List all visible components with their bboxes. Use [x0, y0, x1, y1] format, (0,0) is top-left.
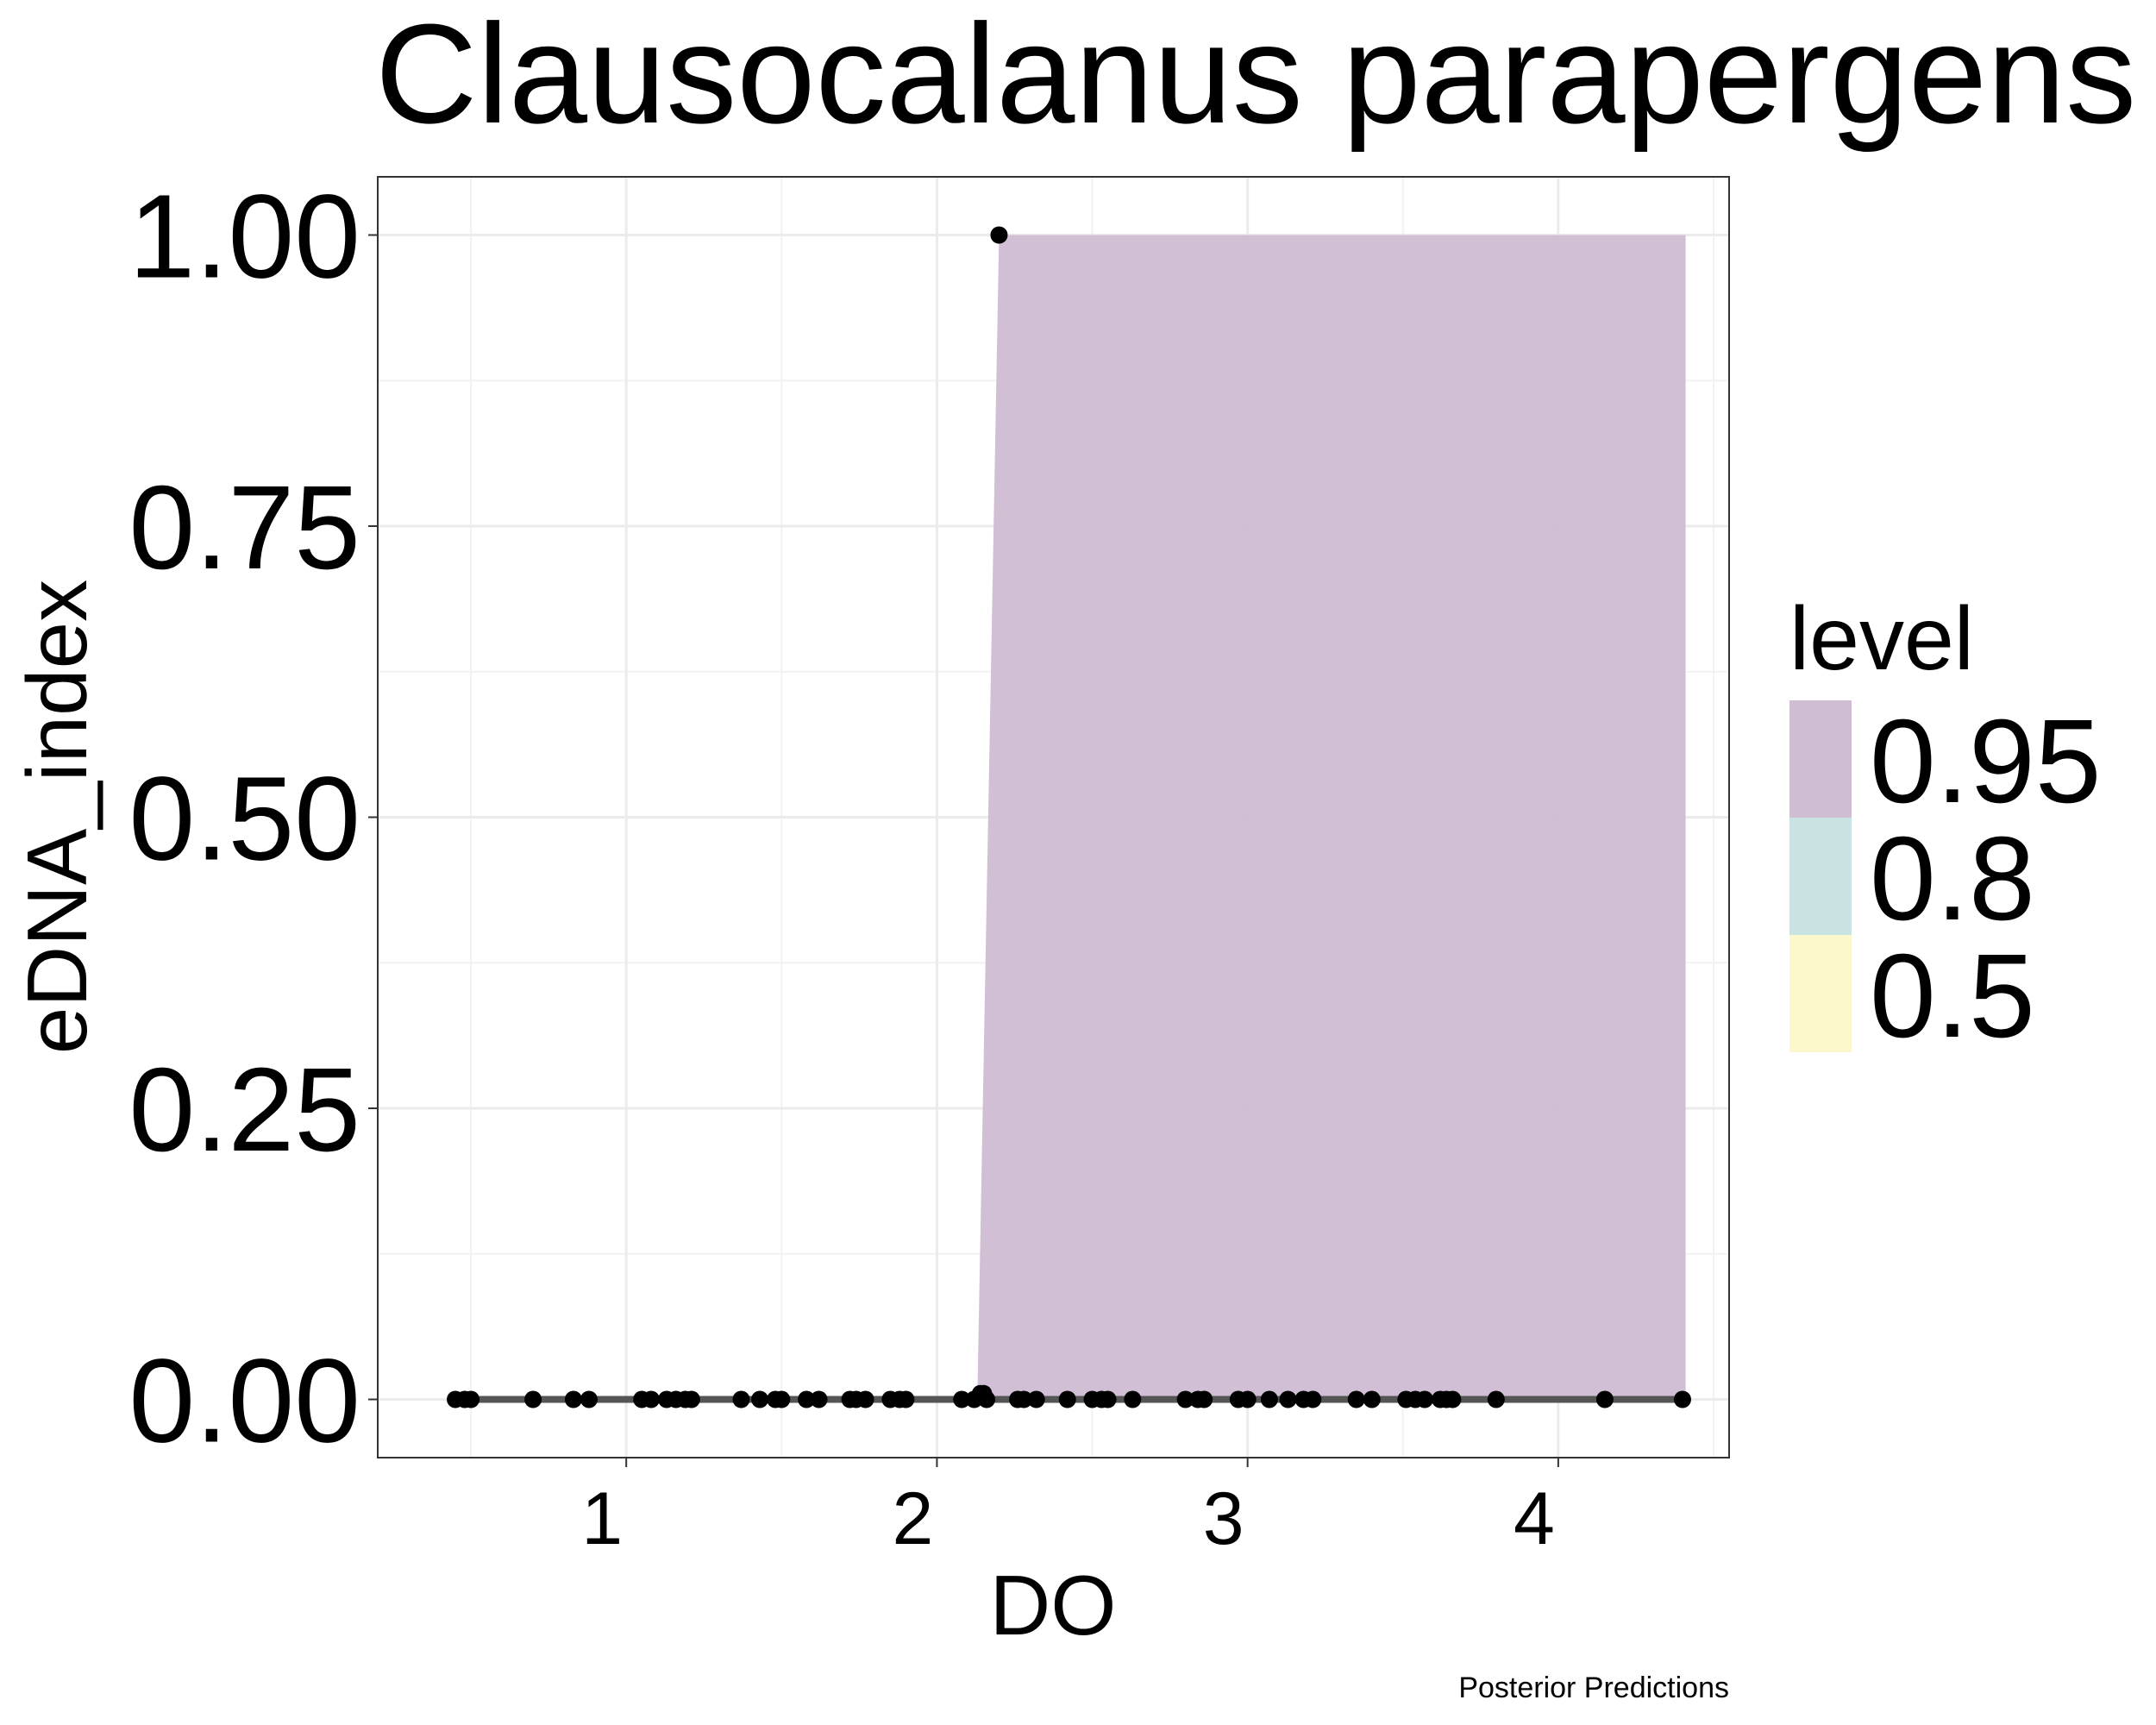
legend-title: level	[1789, 589, 1974, 689]
legend-key	[1789, 935, 1852, 1052]
data-point	[1304, 1390, 1322, 1408]
data-point	[524, 1390, 542, 1408]
ribbon-0.95	[977, 235, 1686, 1400]
data-point	[810, 1390, 828, 1408]
data-point	[1027, 1390, 1045, 1408]
data-point	[682, 1390, 700, 1408]
data-point	[897, 1390, 915, 1408]
data-point	[978, 1390, 996, 1408]
legend-label: 0.8	[1870, 812, 2035, 945]
x-tick-label: 4	[1514, 1477, 1555, 1560]
data-point	[773, 1390, 791, 1408]
data-point	[751, 1390, 769, 1408]
y-tick-label: 0.25	[128, 1044, 360, 1176]
data-point	[564, 1390, 582, 1408]
legend-key	[1789, 818, 1852, 935]
data-point	[1415, 1390, 1433, 1408]
points-layer	[447, 226, 1691, 1408]
legend-label: 0.5	[1870, 930, 2035, 1063]
data-point	[1444, 1390, 1462, 1408]
data-point	[580, 1390, 598, 1408]
legend: level 0.950.80.5	[1789, 589, 2102, 1063]
x-tick-label: 1	[581, 1477, 623, 1560]
data-point	[798, 1390, 816, 1408]
y-axis-title: eDNA_index	[9, 580, 104, 1054]
data-point	[1099, 1390, 1117, 1408]
data-point	[1058, 1390, 1076, 1408]
x-axis-title: DO	[990, 1558, 1117, 1653]
caption: Posterior Predictions	[1458, 1672, 1729, 1704]
data-point	[1595, 1390, 1614, 1408]
x-axis: 1 2 3 4	[581, 1458, 1559, 1560]
data-point	[1363, 1390, 1381, 1408]
x-tick-label: 2	[892, 1477, 933, 1560]
data-point	[642, 1390, 661, 1408]
data-point	[1176, 1390, 1194, 1408]
y-tick-label: 0.75	[128, 461, 360, 594]
x-tick-label: 3	[1203, 1477, 1244, 1560]
y-tick-label: 0.00	[128, 1335, 360, 1468]
y-tick-label: 0.50	[128, 753, 360, 886]
data-point	[1487, 1390, 1505, 1408]
data-point	[990, 226, 1008, 244]
ribbons	[977, 235, 1686, 1400]
data-point	[953, 1390, 971, 1408]
y-axis: 0.00 0.25 0.50 0.75 1.00	[128, 171, 378, 1468]
data-point	[1279, 1390, 1297, 1408]
data-point	[732, 1390, 750, 1408]
legend-label: 0.95	[1870, 695, 2102, 828]
data-point	[1673, 1390, 1691, 1408]
data-point	[1238, 1390, 1257, 1408]
legend-key	[1789, 700, 1852, 818]
y-tick-label: 1.00	[128, 171, 360, 304]
data-point	[1015, 1390, 1033, 1408]
data-point	[462, 1390, 480, 1408]
data-point	[1260, 1390, 1278, 1408]
data-point	[1347, 1390, 1365, 1408]
data-point	[1195, 1390, 1213, 1408]
chart-title: Clausocalanus parapergens	[375, 0, 2136, 153]
data-point	[856, 1390, 874, 1408]
data-point	[1124, 1390, 1142, 1408]
